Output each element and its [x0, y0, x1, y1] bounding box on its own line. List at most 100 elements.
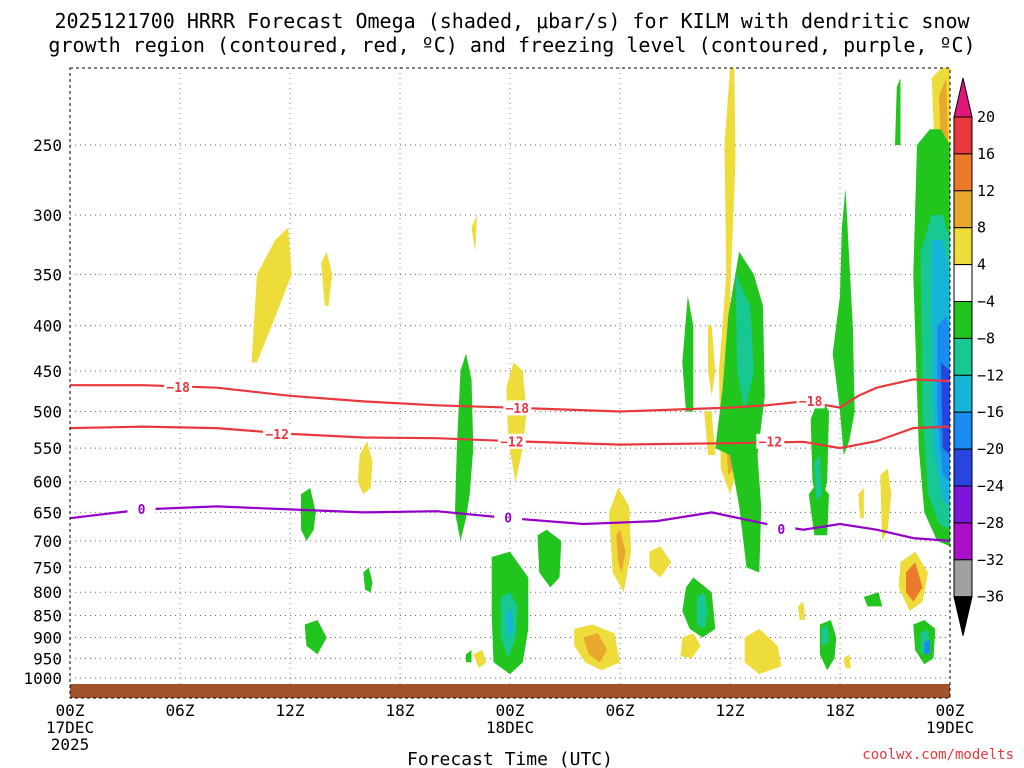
omega-shading [251, 68, 950, 675]
contour-label-bg-freezing-level-1 [494, 510, 523, 526]
colorbar-label-11: −28 [977, 514, 1004, 532]
y-tick-label-550: 550 [33, 439, 62, 458]
contour-label-bg-dendritic-top-0 [164, 379, 193, 395]
chart-title-line1: 2025121700 HRRR Forecast Omega (shaded, … [54, 9, 970, 33]
omega-region-44 [863, 592, 883, 607]
omega-region-18 [858, 488, 864, 519]
omega-region-1 [321, 251, 333, 306]
omega-region-12 [719, 68, 736, 412]
contour-label-bg-dendritic-bottom-2 [756, 433, 785, 449]
omega-region-34 [537, 529, 562, 588]
y-tick-label-800: 800 [33, 583, 62, 602]
colorbar-bin-8 [953, 411, 973, 450]
omega-region-58 [924, 639, 930, 655]
contour-label-bg-dendritic-bottom-0 [263, 426, 292, 442]
omega-region-39 [832, 188, 855, 456]
colorbar-label-1: 16 [977, 145, 995, 163]
colorbar-bottom-arrow [953, 596, 973, 636]
colorbar-bin-0 [953, 116, 973, 155]
y-tick-label-600: 600 [33, 473, 62, 492]
colorbar-label-13: −36 [977, 588, 1004, 606]
colorbar-bin-10 [953, 485, 973, 524]
contour-label-dendritic-top-2: −18 [799, 395, 823, 410]
omega-region-19 [843, 654, 851, 669]
omega-region-26 [797, 601, 806, 620]
y-axis-tick-labels: 250 300 350 400 450 500 550 600 650 700 750 800 850 9… [23, 136, 62, 688]
y-tick-label-350: 350 [33, 265, 62, 284]
colorbar-bin-2 [953, 190, 973, 229]
contour-label-dendritic-top-1: −18 [506, 402, 530, 417]
colorbar-label-2: 12 [977, 182, 995, 200]
x-tick-label-0-1: 17DEC [46, 718, 94, 737]
contour-label-freezing-level-0: 0 [138, 503, 146, 518]
contour-lines: −18 −18 −18 −12 −12 −12 0 0 0 [70, 378, 950, 542]
contour-label-freezing-level-2: 0 [777, 523, 785, 538]
omega-region-0 [251, 227, 292, 363]
colorbar-bin-12 [953, 559, 973, 598]
omega-region-46 [466, 650, 472, 663]
omega-region-36 [682, 295, 694, 412]
omega-region-10 [649, 546, 672, 578]
omega-region-54 [506, 606, 514, 638]
x-tick-label-4-1: 18DEC [486, 718, 534, 737]
y-tick-label-400: 400 [33, 317, 62, 336]
omega-region-57 [940, 362, 950, 456]
omega-region-17 [880, 468, 892, 541]
omega-region-37 [715, 251, 765, 573]
x-tick-label-5-0: 06Z [606, 701, 635, 720]
y-tick-label-450: 450 [33, 362, 62, 381]
credit-text: coolwx.com/modelts [862, 747, 1014, 763]
y-tick-label-300: 300 [33, 206, 62, 225]
omega-region-11 [680, 633, 701, 659]
omega-region-8 [583, 633, 608, 663]
colorbar-bin-11 [953, 522, 973, 561]
colorbar-label-4: 4 [977, 256, 986, 274]
colorbar: 20 16 12 8 4 −4 −8 −12 −16 −20 −24 −28 −32 −36 [953, 77, 1004, 636]
contour-label-bg-dendritic-bottom-1 [497, 433, 526, 449]
omega-region-31 [363, 567, 373, 593]
colorbar-label-3: 8 [977, 219, 986, 237]
contour-label-dendritic-bottom-0: −12 [265, 428, 288, 443]
contour-label-dendritic-bottom-1: −12 [500, 435, 523, 450]
y-tick-label-950: 950 [33, 649, 62, 668]
y-tick-label-850: 850 [33, 607, 62, 626]
omega-region-23 [939, 78, 949, 145]
x-tick-label-0-2: 2025 [51, 735, 90, 754]
x-tick-label-3-0: 18Z [386, 701, 415, 720]
colorbar-bin-1 [953, 153, 973, 192]
omega-region-4 [506, 362, 527, 482]
omega-region-16 [744, 628, 782, 675]
omega-region-29 [301, 488, 316, 541]
contour-freezing-level [70, 505, 950, 542]
plot-frame [69, 67, 951, 699]
x-tick-label-4-0: 00Z [496, 701, 525, 720]
x-tick-label-1-0: 06Z [166, 701, 195, 720]
x-tick-label-7-0: 18Z [826, 701, 855, 720]
contour-label-dendritic-bottom-2: −12 [759, 435, 782, 450]
omega-region-30 [455, 353, 474, 541]
colorbar-label-10: −24 [977, 477, 1004, 495]
omega-region-52 [821, 624, 829, 646]
contour-dendritic-top [70, 378, 950, 413]
omega-region-49 [735, 274, 754, 412]
omega-region-27 [708, 325, 716, 396]
colorbar-bin-3 [953, 227, 973, 266]
omega-region-38 [810, 395, 829, 513]
omega-region-6 [616, 529, 626, 573]
colorbar-bin-7 [953, 374, 973, 413]
y-tick-label-1000: 1000 [23, 669, 62, 688]
colorbar-label-8: −16 [977, 403, 1004, 421]
colorbar-bin-6 [953, 337, 973, 376]
x-tick-label-8-1: 19DEC [926, 718, 974, 737]
colorbar-top-arrow [953, 77, 973, 118]
colorbar-label-7: −12 [977, 366, 1004, 384]
omega-region-45 [895, 78, 901, 145]
contour-label-freezing-level-1: 0 [504, 512, 512, 527]
x-tick-label-6-0: 12Z [716, 701, 745, 720]
omega-region-21 [906, 562, 923, 602]
colorbar-label-6: −8 [977, 329, 995, 347]
colorbar-label-9: −20 [977, 440, 1004, 458]
omega-region-48 [697, 592, 708, 629]
colorbar-bin-9 [953, 448, 973, 487]
